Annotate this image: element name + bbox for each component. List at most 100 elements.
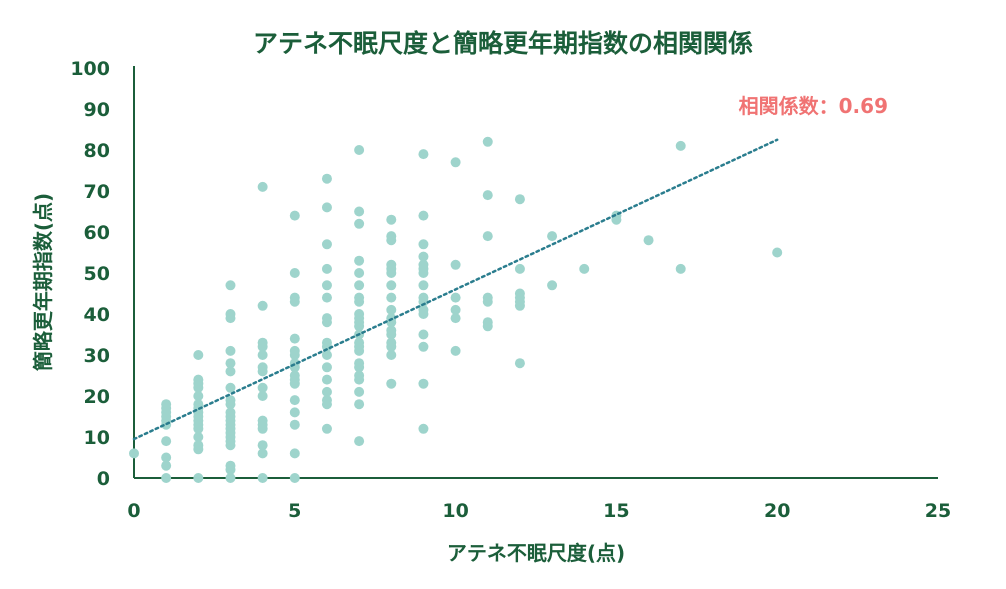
data-point xyxy=(482,136,493,147)
data-point xyxy=(225,358,236,369)
data-point xyxy=(386,214,397,225)
data-point xyxy=(418,341,429,352)
data-point xyxy=(321,395,332,406)
data-point xyxy=(547,231,558,242)
data-point xyxy=(386,304,397,315)
data-point xyxy=(450,304,461,315)
data-point xyxy=(321,386,332,397)
data-point xyxy=(418,304,429,315)
data-point xyxy=(418,423,429,434)
data-point xyxy=(257,440,268,451)
data-point xyxy=(257,391,268,401)
data-point xyxy=(418,378,429,389)
data-point xyxy=(289,292,300,303)
data-point xyxy=(482,317,493,328)
data-point xyxy=(321,202,332,213)
data-point xyxy=(354,292,365,303)
data-point xyxy=(354,218,365,229)
data-point xyxy=(161,473,172,483)
data-point xyxy=(354,280,365,291)
data-point xyxy=(225,366,236,377)
data-point xyxy=(225,460,236,471)
data-point xyxy=(289,268,300,278)
y-tick-label: 70 xyxy=(84,181,110,203)
data-point xyxy=(257,415,268,426)
data-point xyxy=(225,407,236,418)
data-point xyxy=(225,309,236,319)
data-point xyxy=(482,190,493,201)
data-point xyxy=(354,309,365,319)
data-point xyxy=(482,231,493,242)
data-point xyxy=(643,235,654,246)
data-point xyxy=(418,210,429,221)
correlation-annotation: 相関係数：0.69 xyxy=(739,94,888,118)
data-point xyxy=(225,473,236,483)
data-point xyxy=(257,473,268,483)
data-point xyxy=(289,395,300,406)
data-point xyxy=(321,374,332,385)
data-point xyxy=(450,292,461,303)
data-point xyxy=(418,251,429,262)
data-point xyxy=(321,263,332,274)
data-point xyxy=(289,370,300,381)
data-point xyxy=(547,280,558,291)
data-point xyxy=(514,194,525,205)
y-tick-label: 20 xyxy=(84,386,110,408)
data-point xyxy=(418,292,429,303)
data-point xyxy=(257,337,268,348)
data-point xyxy=(161,399,172,410)
x-tick-label: 15 xyxy=(603,500,629,522)
data-point xyxy=(354,337,365,348)
data-point xyxy=(257,362,268,373)
data-point xyxy=(321,173,332,184)
data-point xyxy=(450,345,461,356)
y-tick-label: 40 xyxy=(84,304,110,326)
data-point xyxy=(354,206,365,217)
data-point xyxy=(257,350,268,360)
y-tick-label: 90 xyxy=(84,99,110,121)
y-tick-label: 10 xyxy=(84,427,110,449)
data-point xyxy=(289,345,300,356)
data-point xyxy=(289,473,300,483)
x-axis-title: アテネ不眠尺度(点) xyxy=(447,541,625,565)
data-point xyxy=(257,382,268,393)
data-point xyxy=(321,337,332,348)
data-point xyxy=(418,280,429,291)
data-point xyxy=(386,337,397,348)
data-point xyxy=(579,263,590,274)
x-tick-label: 10 xyxy=(442,500,468,522)
y-tick-label: 100 xyxy=(70,58,110,80)
data-point xyxy=(193,440,204,451)
data-point xyxy=(225,280,236,291)
data-point xyxy=(161,452,172,463)
chart-title: アテネ不眠尺度と簡略更年期指数の相関関係 xyxy=(253,29,753,58)
data-point xyxy=(354,145,365,155)
data-point xyxy=(354,255,365,266)
data-point xyxy=(482,292,493,303)
data-point xyxy=(514,358,525,369)
data-point xyxy=(321,292,332,303)
data-point xyxy=(225,395,236,406)
x-tick-label: 5 xyxy=(288,500,301,522)
x-axis-tick-labels: 0 5 10 15 20 25 xyxy=(127,500,951,522)
y-tick-label: 30 xyxy=(84,345,110,367)
data-point xyxy=(354,386,365,397)
data-point xyxy=(772,247,783,258)
data-point xyxy=(289,407,300,418)
data-point xyxy=(386,350,397,360)
data-point xyxy=(321,362,332,373)
data-points xyxy=(129,136,783,483)
y-tick-label: 0 xyxy=(97,468,110,490)
data-point xyxy=(418,329,429,340)
data-point xyxy=(418,239,429,250)
data-point xyxy=(225,345,236,356)
data-point xyxy=(289,448,300,459)
data-point xyxy=(514,288,525,299)
data-point xyxy=(257,300,268,311)
data-point xyxy=(386,280,397,291)
data-point xyxy=(354,370,365,381)
data-point xyxy=(675,140,686,151)
trendline xyxy=(132,138,779,441)
y-tick-label: 80 xyxy=(84,140,110,162)
